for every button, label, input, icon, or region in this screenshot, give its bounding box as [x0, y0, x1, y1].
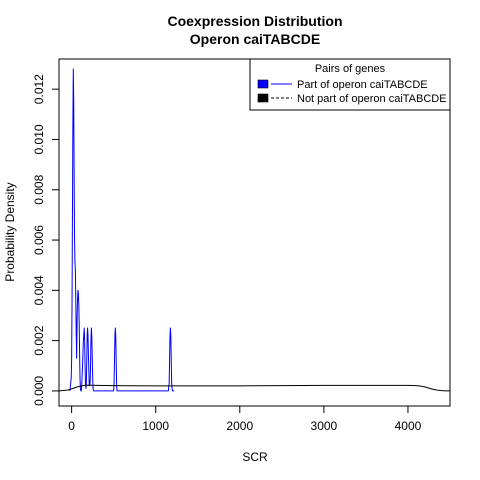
- chart-subtitle: Operon caiTABCDE: [190, 31, 320, 47]
- x-tick-label: 4000: [395, 419, 422, 433]
- legend-swatch-part: [257, 79, 269, 89]
- chart-title: Coexpression Distribution: [167, 13, 342, 29]
- y-axis-title: Probability Density: [3, 182, 17, 281]
- y-tick-label: 0.012: [32, 74, 46, 104]
- series-line-not-part-of-operon: [58, 384, 450, 392]
- x-tick-label: 0: [68, 419, 75, 433]
- legend-title: Pairs of genes: [315, 63, 386, 75]
- y-axis: 0.000 0.002 0.004 0.006 0.008 0.010 0.012: [32, 74, 59, 406]
- legend: Pairs of genes Part of operon caiTABCDE …: [249, 58, 451, 111]
- x-axis: 0 1000 2000 3000 4000: [68, 406, 422, 433]
- y-tick-label: 0.004: [32, 275, 46, 305]
- y-tick-label: 0.002: [32, 325, 46, 355]
- y-tick-label: 0.006: [32, 225, 46, 255]
- y-tick-label: 0.000: [32, 376, 46, 406]
- series-line-part-of-operon: [69, 68, 175, 392]
- x-axis-title: SCR: [242, 450, 268, 464]
- legend-label-part: Part of operon caiTABCDE: [297, 79, 428, 91]
- series-layer: [58, 68, 450, 392]
- x-tick-label: 2000: [226, 419, 253, 433]
- x-tick-label: 1000: [142, 419, 169, 433]
- legend-swatch-notpart: [257, 93, 269, 103]
- y-tick-label: 0.010: [32, 124, 46, 154]
- x-tick-label: 3000: [311, 419, 338, 433]
- legend-label-notpart: Not part of operon caiTABCDE: [297, 93, 447, 105]
- y-tick-label: 0.008: [32, 174, 46, 204]
